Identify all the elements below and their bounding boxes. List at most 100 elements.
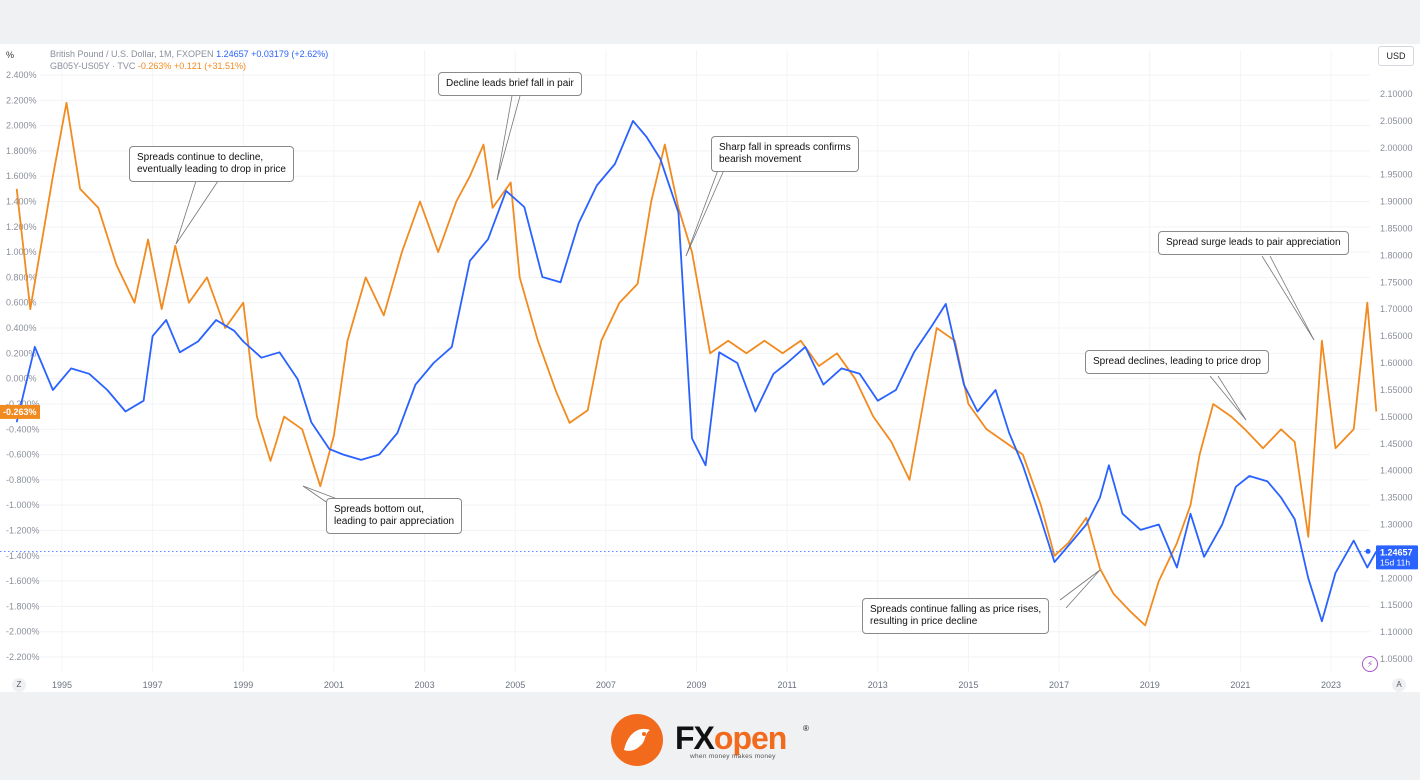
annotation-leader-line: [496, 95, 521, 181]
gbp-series-line: [15, 120, 1378, 623]
left-axis-tick-label: 0.800%: [6, 272, 37, 282]
annotation-spreads-continue-decline[interactable]: Spreads continue to decline, eventually …: [129, 146, 294, 182]
left-axis-tick-label: 2.400%: [6, 70, 37, 80]
legend-spread-value: -0.263%: [137, 61, 172, 71]
left-axis-tick-label: -0.800%: [6, 475, 40, 485]
left-axis-tick-label: 1.000%: [6, 247, 37, 257]
time-axis-tick-label: 2017: [1049, 680, 1069, 690]
spread-series-line: [15, 101, 1378, 627]
annotation-spreads-falling-price-rises[interactable]: Spreads continue falling as price rises,…: [862, 598, 1050, 634]
left-axis-unit: %: [6, 50, 15, 60]
right-axis-tick-label: 1.85000: [1380, 224, 1413, 234]
annotation-spreads-bottom-out[interactable]: Spreads bottom out, leading to pair appr…: [326, 498, 463, 534]
time-axis-tick-label: 2019: [1140, 680, 1160, 690]
right-axis-tick-label: 1.65000: [1380, 331, 1413, 341]
time-axis-tick-label: 2023: [1321, 680, 1341, 690]
series-lines: [0, 101, 1378, 627]
gbp-last-point: [1365, 548, 1371, 554]
left-axis-tick-label: 0.400%: [6, 323, 37, 333]
spread-price-tag: [0, 404, 40, 419]
annotation-leader-line: [1261, 255, 1315, 341]
time-axis-tick-label: 2005: [505, 680, 525, 690]
gbp-countdown-label: 15d 11h: [1380, 557, 1410, 567]
left-axis-tick-label: -1.200%: [6, 525, 40, 535]
left-price-axis: 2.400%2.200%2.000%1.800%1.600%1.400%1.20…: [6, 70, 40, 662]
left-axis-tick-label: 0.600%: [6, 298, 37, 308]
fxopen-logo-icon: [611, 714, 663, 766]
right-axis-tick-label: 2.00000: [1380, 143, 1413, 153]
annotation-leader-line: [175, 180, 197, 245]
left-axis-tick-label: -1.000%: [6, 500, 40, 510]
legend-spread-label: GB05Y-US05Y · TVC: [50, 61, 136, 71]
annotation-leader-line: [1059, 569, 1101, 601]
brand-tagline: when money makes money: [690, 753, 776, 760]
time-axis-tick-label: 2011: [777, 680, 796, 690]
annotation-leader-line: [685, 169, 719, 257]
annotation-leader-line: [496, 95, 513, 181]
annotation-leader-line: [175, 180, 219, 245]
right-axis-tick-label: 1.60000: [1380, 358, 1413, 368]
annotation-sharp-fall-spreads[interactable]: Sharp fall in spreads confirms bearish m…: [711, 136, 859, 172]
lightning-icon[interactable]: ⚡: [1362, 656, 1378, 672]
right-axis-tick-label: 1.40000: [1380, 466, 1413, 476]
time-axis-tick-label: 2015: [958, 680, 978, 690]
right-axis-tick-label: 1.50000: [1380, 412, 1413, 422]
left-axis-tick-label: 1.600%: [6, 171, 37, 181]
left-axis-tick-label: -0.400%: [6, 424, 40, 434]
right-axis-tick-label: 1.45000: [1380, 439, 1413, 449]
time-axis-tick-label: 2003: [415, 680, 435, 690]
time-axis-tick-label: 2001: [324, 680, 344, 690]
time-axis-tick-label: 1999: [233, 680, 253, 690]
left-axis-tick-label: -1.600%: [6, 576, 40, 586]
left-axis-tick-label: -2.000%: [6, 627, 40, 637]
right-axis-tick-label: 1.90000: [1380, 197, 1413, 207]
left-axis-tick-label: -2.200%: [6, 652, 40, 662]
brand-registered: ®: [803, 724, 809, 733]
gbp-price-tag-label: 1.24657: [1380, 547, 1413, 557]
time-axis-tick-label: 2007: [596, 680, 616, 690]
legend-gbp-change: +0.03179 (+2.62%): [251, 49, 329, 59]
left-axis-tick-label: -1.800%: [6, 601, 40, 611]
annotation-spread-surge[interactable]: Spread surge leads to pair appreciation: [1158, 231, 1349, 255]
annotation-spread-declines[interactable]: Spread declines, leading to price drop: [1085, 350, 1269, 374]
right-axis-tick-label: 1.10000: [1380, 627, 1413, 637]
left-axis-tick-label: -0.600%: [6, 450, 40, 460]
annotation-leader-line: [1217, 375, 1247, 421]
gbp-price-tag: [1376, 545, 1418, 570]
left-axis-tick-label: 1.400%: [6, 197, 37, 207]
time-axis-tick-label: 2013: [868, 680, 888, 690]
auto-scale-left-button[interactable]: Z: [12, 678, 26, 692]
right-axis-tick-label: 1.15000: [1380, 600, 1413, 610]
annotation-decline-brief-fall[interactable]: Decline leads brief fall in pair: [438, 72, 582, 96]
right-axis-tick-label: 1.70000: [1380, 304, 1413, 314]
annotation-leader-line: [1065, 569, 1101, 609]
annotation-leader-line: [1269, 255, 1315, 341]
right-axis-tick-label: 1.55000: [1380, 385, 1413, 395]
brand-fx: FX: [675, 720, 715, 756]
annotation-leaders: [175, 95, 1315, 609]
brand-open: open: [713, 720, 787, 756]
right-axis-tick-label: 1.35000: [1380, 493, 1413, 503]
legend-spread-change: +0.121 (+31.51%): [173, 61, 247, 71]
left-axis-tick-label: 0.000%: [6, 374, 37, 384]
legend-row-spread[interactable]: GB05Y-US05Y · TVC -0.263% +0.121 (+31.51…: [50, 60, 328, 72]
legend: British Pound / U.S. Dollar, 1M, FXOPEN …: [50, 48, 328, 72]
time-axis: 1995 1997 1999 2001 2003 2005 2007 2009 2011 2013…: [52, 680, 1341, 690]
left-axis-tick-label: -1.400%: [6, 551, 40, 561]
left-axis-tick-label: 2.000%: [6, 121, 37, 131]
legend-row-gbp[interactable]: British Pound / U.S. Dollar, 1M, FXOPEN …: [50, 48, 328, 60]
time-axis-tick-label: 1995: [52, 680, 72, 690]
spread-price-tag-label: -0.263%: [3, 407, 37, 417]
time-axis-tick-label: 2021: [1230, 680, 1250, 690]
annotation-leader-line: [685, 169, 725, 257]
legend-gbp-label: British Pound / U.S. Dollar, 1M, FXOPEN: [50, 49, 214, 59]
currency-selector[interactable]: USD: [1378, 46, 1414, 66]
left-axis-tick-label: -0.200%: [6, 399, 40, 409]
auto-scale-right-button[interactable]: A: [1392, 678, 1406, 692]
right-axis-tick-label: 1.75000: [1380, 277, 1413, 287]
annotation-leader-line: [1209, 375, 1247, 421]
right-axis-tick-label: 1.95000: [1380, 170, 1413, 180]
